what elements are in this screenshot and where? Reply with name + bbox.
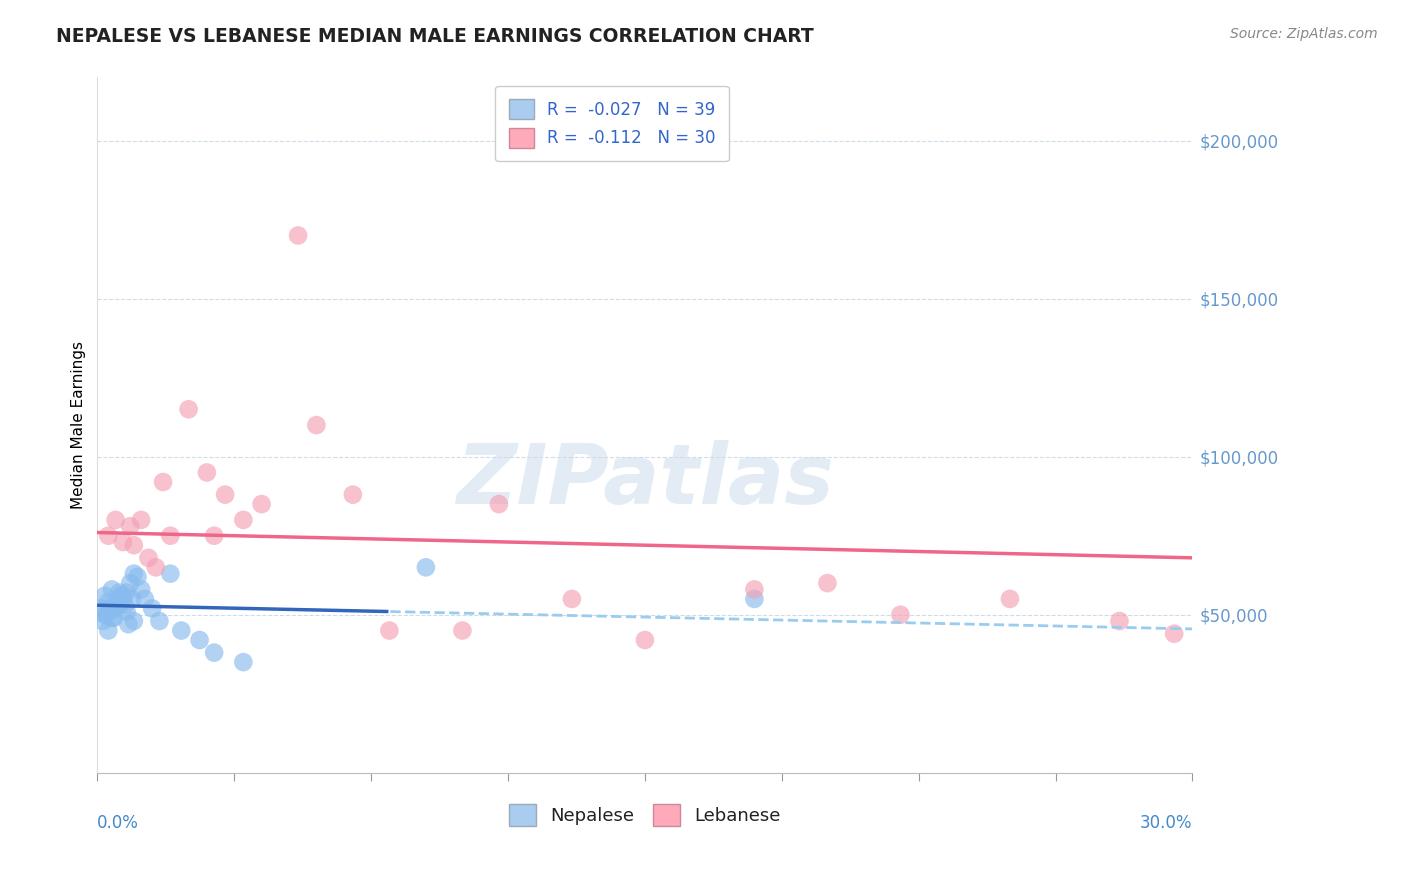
Point	[114, 599, 136, 613]
Point	[121, 591, 143, 606]
Point	[129, 582, 152, 597]
Point	[170, 624, 193, 638]
Point	[122, 614, 145, 628]
Point	[104, 601, 127, 615]
Point	[159, 566, 181, 581]
Point	[120, 519, 142, 533]
Point	[232, 513, 254, 527]
Point	[232, 655, 254, 669]
Point	[98, 601, 121, 615]
Point	[101, 611, 124, 625]
Point	[138, 550, 160, 565]
Point	[214, 488, 236, 502]
Text: 30.0%: 30.0%	[1140, 814, 1192, 832]
Point	[108, 599, 131, 613]
Point	[103, 611, 125, 625]
Point	[250, 497, 273, 511]
Point	[815, 576, 838, 591]
Point	[97, 529, 120, 543]
Point	[744, 591, 766, 606]
Point	[998, 591, 1021, 606]
Point	[111, 591, 134, 606]
Point	[120, 576, 142, 591]
Point	[889, 607, 911, 622]
Point	[744, 582, 766, 597]
Point	[378, 624, 401, 638]
Point	[561, 591, 583, 606]
Point	[104, 599, 127, 613]
Point	[127, 570, 149, 584]
Point	[110, 589, 132, 603]
Point	[141, 601, 163, 615]
Point	[97, 624, 120, 638]
Text: Source: ZipAtlas.com: Source: ZipAtlas.com	[1230, 27, 1378, 41]
Point	[195, 466, 218, 480]
Point	[129, 513, 152, 527]
Point	[115, 585, 138, 599]
Point	[101, 582, 124, 597]
Point	[287, 228, 309, 243]
Point	[111, 535, 134, 549]
Point	[107, 595, 129, 609]
Text: NEPALESE VS LEBANESE MEDIAN MALE EARNINGS CORRELATION CHART: NEPALESE VS LEBANESE MEDIAN MALE EARNING…	[56, 27, 814, 45]
Point	[104, 513, 127, 527]
Point	[415, 560, 437, 574]
Point	[152, 475, 174, 489]
Point	[305, 418, 328, 433]
Point	[122, 566, 145, 581]
Text: 0.0%: 0.0%	[97, 814, 139, 832]
Point	[634, 632, 657, 647]
Point	[342, 488, 364, 502]
Point	[111, 589, 134, 603]
Point	[93, 607, 115, 622]
Point	[90, 601, 112, 615]
Y-axis label: Median Male Earnings: Median Male Earnings	[72, 341, 86, 509]
Point	[108, 585, 131, 599]
Point	[96, 607, 118, 622]
Point	[91, 614, 114, 628]
Point	[93, 589, 115, 603]
Point	[117, 617, 139, 632]
Point	[159, 529, 181, 543]
Point	[451, 624, 474, 638]
Point	[1108, 614, 1130, 628]
Point	[202, 646, 225, 660]
Point	[177, 402, 200, 417]
Point	[202, 529, 225, 543]
Point	[145, 560, 167, 574]
Point	[488, 497, 510, 511]
Text: ZIPatlas: ZIPatlas	[456, 441, 834, 521]
Point	[122, 538, 145, 552]
Point	[97, 595, 120, 609]
Point	[148, 614, 170, 628]
Point	[1163, 626, 1185, 640]
Legend: Nepalese, Lebanese: Nepalese, Lebanese	[502, 797, 787, 833]
Point	[115, 605, 138, 619]
Point	[188, 632, 211, 647]
Point	[134, 591, 156, 606]
